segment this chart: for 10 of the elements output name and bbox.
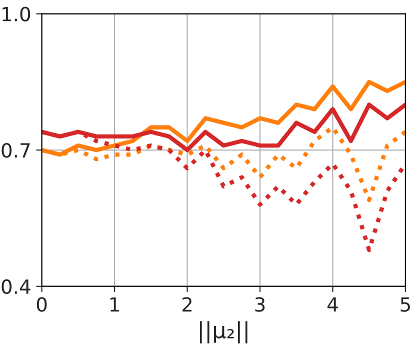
y-tick-label: 0.4	[2, 279, 30, 294]
x-tick-label: 0	[36, 297, 47, 312]
x-tick-label: 3	[255, 297, 265, 312]
y-tick-label: 0.7	[2, 143, 30, 158]
x-tick-label: 2	[182, 297, 192, 312]
x-axis-title: ||μ₂||	[200, 321, 248, 344]
y-tick-label: 1.0	[2, 6, 30, 22]
x-tick-label: 4	[327, 297, 338, 312]
x-tick-label: 5	[400, 297, 410, 312]
x-tick-label: 1	[110, 297, 119, 312]
